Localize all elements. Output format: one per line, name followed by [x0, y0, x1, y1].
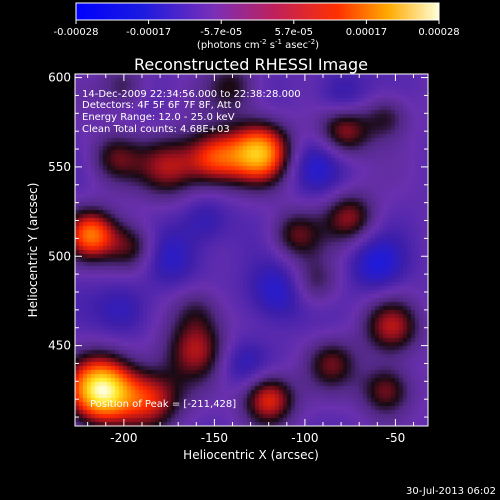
y-tick-label: 600 — [48, 71, 71, 85]
detectors-label: Detectors: 4F 5F 6F 7F 8F, Att 0 — [82, 100, 241, 111]
chart-title: Reconstructed RHESSI Image — [134, 55, 368, 74]
colorbar-tick-labels: -0.00028 -0.00017 -5.7e-05 5.7e-05 0.00017 0.… — [54, 27, 460, 38]
plot-frame — [74, 73, 429, 427]
colorbar-tick-label: 0.00017 — [346, 27, 387, 38]
clean-counts-label: Clean Total counts: 4.68E+03 — [82, 124, 230, 135]
x-tick-label: -200 — [110, 431, 137, 445]
time-range-label: 14-Dec-2009 22:34:56.000 to 22:38:28.000 — [82, 89, 301, 100]
x-tick-label: -100 — [291, 431, 318, 445]
colorbar — [75, 2, 440, 21]
y-axis-ticks — [75, 77, 428, 418]
x-axis-ticks — [87, 74, 415, 426]
y-tick-label: 450 — [48, 339, 71, 353]
footer-date: 30-Jul-2013 06:02 — [406, 486, 496, 497]
y-axis-tick-labels: 450 500 550 600 — [48, 71, 71, 353]
peak-position-label: Position of Peak = [-211,428] — [90, 399, 236, 410]
colorbar-tick-label: -5.7e-05 — [200, 27, 242, 38]
y-tick-label: 500 — [48, 249, 71, 263]
x-axis-label: Heliocentric X (arcsec) — [183, 448, 319, 462]
x-axis-tick-labels: -200 -150 -100 -50 — [110, 431, 405, 445]
colorbar-ticks — [75, 20, 440, 24]
y-axis-label: Heliocentric Y (arcsec) — [26, 183, 40, 318]
x-tick-label: -50 — [386, 431, 406, 445]
energy-range-label: Energy Range: 12.0 - 25.0 keV — [82, 112, 235, 123]
colorbar-tick-label: -0.00017 — [126, 27, 171, 38]
colorbar-tick-label: -0.00028 — [54, 27, 99, 38]
y-tick-label: 550 — [48, 160, 71, 174]
heatmap-image — [75, 74, 428, 426]
colorbar-tick-label: 0.00028 — [418, 27, 459, 38]
colorbar-tick-label: 5.7e-05 — [275, 27, 313, 38]
colorbar-units: (photons cm-2 s-1 asec-2) — [197, 38, 319, 51]
x-tick-label: -150 — [201, 431, 228, 445]
